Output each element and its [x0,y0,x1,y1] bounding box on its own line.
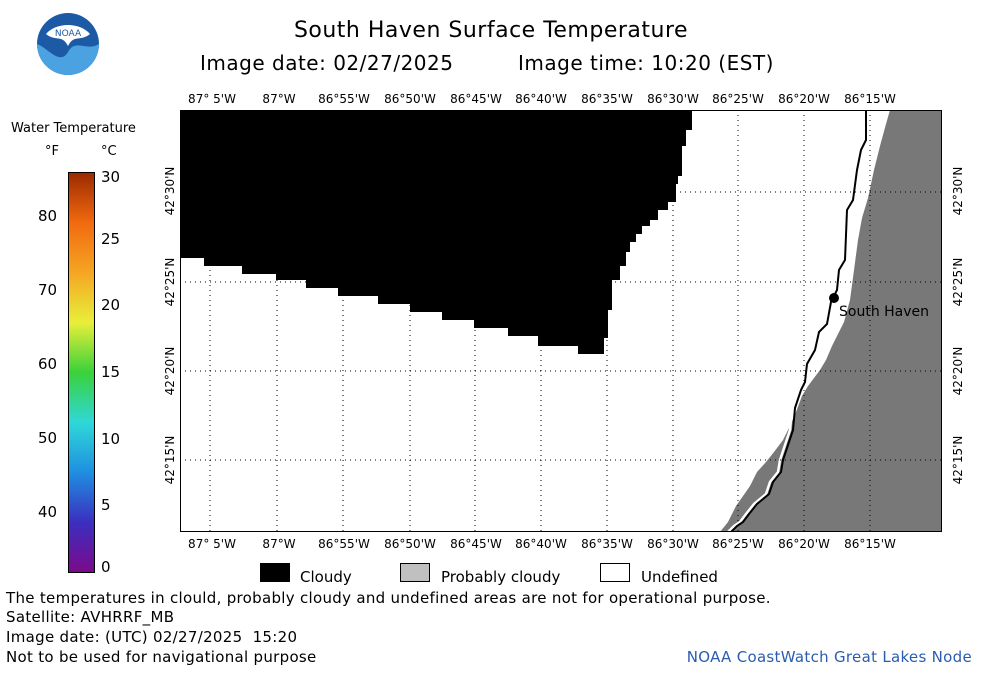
noaa-logo-icon: NOAA [36,12,100,76]
lon-tick: 86°45'W [450,537,502,551]
nav-warning-text: Not to be used for navigational purpose [6,648,317,666]
lon-tick: 86°35'W [581,537,633,551]
lon-tick: 86°35'W [581,92,633,106]
lon-tick: 86°40'W [515,537,567,551]
lon-tick: 86°55'W [318,537,370,551]
lon-tick: 86°55'W [318,92,370,106]
south-haven-label: South Haven [839,304,929,320]
legend-unit-f: °F [45,144,59,159]
lon-tick: 87°W [262,537,296,551]
lon-tick: 86°25'W [712,537,764,551]
lon-tick: 86°20'W [778,537,830,551]
lat-tick: 42°20'N [163,346,177,396]
lon-tick: 86°40'W [515,92,567,106]
f-tick: 40 [38,503,58,521]
legend-unit-c: °C [101,144,117,159]
probably-cloudy-swatch [400,563,430,582]
c-tick: 0 [101,558,111,576]
undefined-label: Undefined [641,568,718,586]
lon-tick: 87° 5'W [188,92,236,106]
coastline [727,110,865,533]
graticule [180,110,942,532]
utc-date-text: Image date: (UTC) 02/27/2025 15:20 [6,628,298,646]
lat-tick: 42°30'N [163,166,177,216]
lat-tick: 42°25'N [951,257,965,307]
image-time: Image time: 10:20 (EST) [518,51,774,75]
disclaimer-text: The temperatures in clould, probably clo… [6,589,771,607]
lon-tick: 87° 5'W [188,537,236,551]
lat-tick: 42°30'N [951,166,965,216]
probably-cloudy-label: Probably cloudy [441,568,561,586]
lat-tick: 42°15'N [951,435,965,485]
satellite-text: Satellite: AVHRRF_MB [6,608,175,626]
lat-tick: 42°15'N [163,435,177,485]
lon-tick: 86°30'W [647,92,699,106]
lat-tick: 42°25'N [163,257,177,307]
f-tick: 70 [38,281,58,299]
lon-tick: 86°50'W [384,92,436,106]
lon-tick: 86°15'W [844,537,896,551]
map-svg: South Haven [180,110,942,533]
lon-tick: 87°W [262,92,296,106]
c-tick: 10 [101,430,121,448]
credit-text: NOAA CoastWatch Great Lakes Node [686,648,972,666]
c-tick: 5 [101,496,111,514]
c-tick: 30 [101,168,121,186]
undefined-swatch [600,563,630,582]
c-tick: 15 [101,363,121,381]
c-tick: 20 [101,296,121,314]
f-tick: 60 [38,355,58,373]
legend-title: Water Temperature [11,121,136,136]
land-area [720,110,942,532]
f-tick: 50 [38,429,58,447]
lat-tick: 42°20'N [951,346,965,396]
lon-tick: 86°50'W [384,537,436,551]
lon-tick: 86°45'W [450,92,502,106]
lon-tick: 86°30'W [647,537,699,551]
f-tick: 80 [38,207,58,225]
lon-tick: 86°25'W [712,92,764,106]
lon-tick: 86°20'W [778,92,830,106]
color-scale-bar [68,172,95,573]
cloud-area [180,110,692,354]
c-tick: 25 [101,230,121,248]
map-panel: South Haven [180,110,942,533]
south-haven-marker [829,293,839,303]
lon-tick: 86°15'W [844,92,896,106]
cloudy-label: Cloudy [300,568,352,586]
svg-text:NOAA: NOAA [55,29,82,39]
image-date: Image date: 02/27/2025 [200,51,454,75]
map-title: South Haven Surface Temperature [293,18,689,43]
cloudy-swatch [260,563,290,582]
